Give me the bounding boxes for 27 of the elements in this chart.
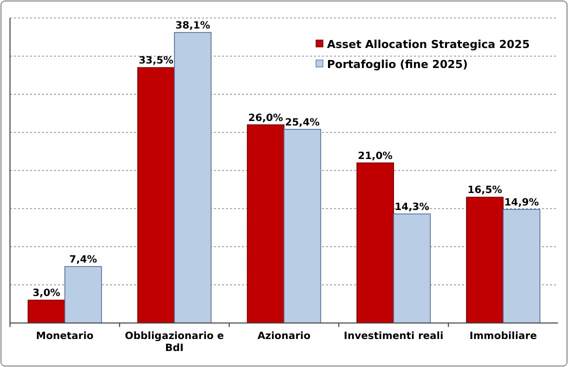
data-label: 14,3%	[394, 202, 430, 213]
data-label: 14,9%	[504, 197, 539, 208]
data-label: 3,0%	[32, 288, 60, 300]
legend-label: Asset Allocation Strategica 2025	[327, 38, 530, 51]
x-tick-label: Immobiliare	[470, 331, 538, 342]
data-label: 25,4%	[285, 117, 320, 128]
data-label: 21,0%	[358, 150, 393, 162]
bar	[393, 214, 431, 324]
x-tick-label: Monetario	[36, 331, 94, 342]
bar	[64, 266, 102, 324]
x-tick-label: Azionario	[258, 331, 311, 342]
legend-label: Portafoglio (fine 2025)	[327, 58, 468, 71]
data-label: 38,1%	[175, 20, 210, 32]
x-tick-label: Investimenti reali	[344, 331, 444, 342]
x-tick-label: Obbligazionario e BdI	[124, 331, 224, 354]
bar	[174, 32, 212, 324]
data-label: 26,0%	[248, 112, 283, 124]
data-label: 33,5%	[138, 56, 174, 67]
bar	[28, 300, 66, 324]
bar	[246, 124, 284, 324]
data-label: 7,4%	[69, 254, 98, 266]
bar	[466, 196, 504, 324]
bar	[137, 67, 175, 324]
bar	[356, 162, 394, 324]
bar	[502, 208, 540, 324]
data-label: 16,5%	[467, 185, 502, 196]
bar	[284, 128, 322, 324]
